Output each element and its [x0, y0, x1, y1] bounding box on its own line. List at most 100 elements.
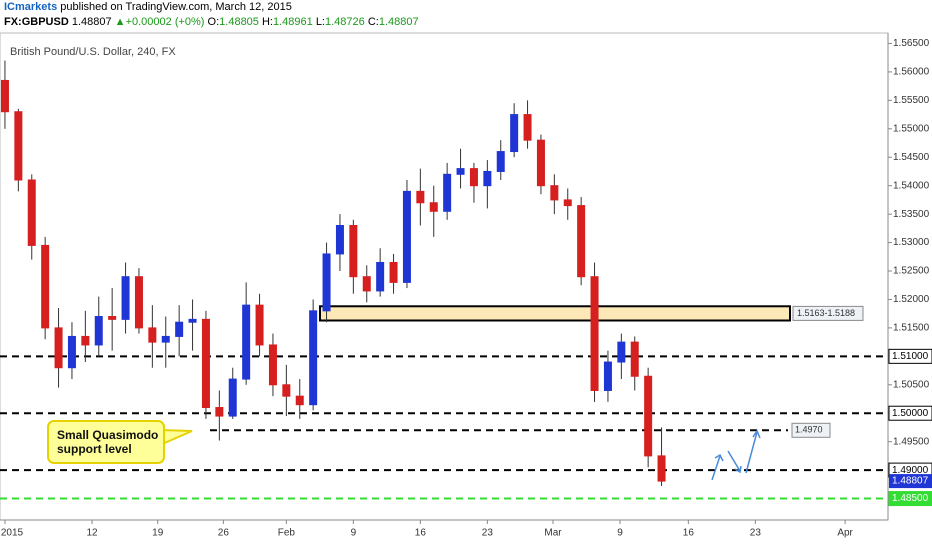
- candle-body: [443, 173, 452, 212]
- candle-body: [175, 321, 184, 337]
- l-label: L:: [315, 16, 325, 28]
- level-label-box: [888, 405, 932, 421]
- y-tick-label: 1.56000: [893, 67, 930, 78]
- arrow: [727, 450, 741, 472]
- candle-body: [536, 139, 545, 187]
- candle: [657, 427, 666, 487]
- candle-body: [644, 375, 653, 457]
- published: published on TradingView.com, March 12, …: [60, 1, 292, 13]
- candle-body: [54, 327, 63, 369]
- y-tick-label: 1.53000: [893, 237, 930, 248]
- c-label: C:: [367, 16, 379, 28]
- y-tick-label: 1.49500: [893, 436, 930, 447]
- candle-body: [215, 407, 224, 417]
- x-tick-label: Mar: [544, 528, 562, 539]
- supply-zone: [319, 305, 791, 322]
- h: 1.48961: [272, 16, 313, 28]
- candle: [282, 364, 291, 417]
- candle: [108, 288, 117, 351]
- l: 1.48726: [325, 16, 365, 28]
- arrow-head: [714, 453, 724, 462]
- y-tick-label: 1.54000: [893, 180, 930, 191]
- x-tick-label: 9: [617, 528, 623, 539]
- candle-body: [349, 225, 358, 278]
- arrow-head: [752, 429, 761, 439]
- symbol: FX:GBPUSD: [4, 16, 69, 28]
- candle: [483, 160, 492, 209]
- candle: [630, 336, 639, 391]
- support-label-box: [791, 422, 831, 438]
- last-price-label: 1.48807: [892, 476, 929, 487]
- candle: [27, 174, 36, 260]
- y-tick-label: 1.54500: [893, 152, 930, 163]
- candle: [429, 185, 438, 237]
- candle-body: [469, 168, 478, 187]
- arrow: [745, 431, 758, 474]
- level-label-box: [888, 491, 932, 507]
- candle-body: [322, 253, 331, 312]
- x-tick-label: 12: [86, 528, 98, 539]
- x-tick-label: 9: [351, 528, 357, 539]
- candle-body: [577, 205, 586, 278]
- header: ICmarkets published on TradingView.com, …: [4, 0, 904, 32]
- candle: [148, 305, 157, 368]
- candle-body: [255, 304, 264, 346]
- chart-title: British Pound/U.S. Dollar, 240, FX: [10, 46, 176, 58]
- y-tick-label: 1.52000: [893, 294, 930, 305]
- candle: [376, 248, 385, 297]
- x-tick-label: 16: [415, 528, 427, 539]
- quote-line: FX:GBPUSD 1.48807 ▲+0.00002 (+0%) O:1.48…: [4, 15, 904, 30]
- candle: [536, 134, 545, 195]
- y-tick-label: 1.56500: [893, 38, 930, 49]
- callout-text: Small Quasimodo: [57, 428, 158, 442]
- zone-label: 1.5163-1.5188: [797, 308, 855, 318]
- candle: [67, 322, 76, 380]
- candle-body: [603, 361, 612, 391]
- c: 1.48807: [378, 16, 419, 28]
- candle-body: [483, 170, 492, 187]
- candle-body: [617, 341, 626, 363]
- candle: [456, 148, 465, 189]
- x-tick-label: 2015: [1, 528, 24, 539]
- candle-body: [295, 395, 304, 406]
- candle: [215, 390, 224, 441]
- candle-body: [630, 341, 639, 377]
- candle-body: [523, 114, 532, 141]
- candle-body: [201, 318, 210, 409]
- candle: [188, 299, 197, 351]
- publisher[interactable]: ICmarkets: [4, 1, 58, 13]
- candle-body: [456, 168, 465, 175]
- candle-body: [188, 318, 197, 323]
- candle: [121, 262, 130, 334]
- candle: [81, 310, 90, 363]
- candle: [201, 310, 210, 419]
- callout-box: [47, 420, 165, 464]
- candle: [550, 174, 559, 215]
- candle: [335, 214, 344, 272]
- change-pct: (+0%): [174, 16, 205, 28]
- candle-body: [416, 190, 425, 204]
- x-tick-label: Apr: [837, 528, 853, 539]
- candle-body: [148, 327, 157, 343]
- x-tick-label: 23: [750, 528, 762, 539]
- candle: [0, 60, 9, 129]
- candle: [268, 333, 277, 397]
- x-tick-label: 19: [152, 528, 164, 539]
- level-label: 1.51000: [892, 351, 929, 362]
- candle: [41, 236, 50, 340]
- candle-body: [134, 276, 143, 329]
- candle: [94, 296, 103, 357]
- callout-text: support level: [57, 442, 132, 456]
- candle-body: [14, 111, 23, 181]
- candle-body: [376, 261, 385, 292]
- candle: [228, 367, 237, 419]
- candle-body: [429, 202, 438, 212]
- x-tick-label: 16: [683, 528, 695, 539]
- zone-label-box: [792, 305, 864, 321]
- candle-body: [268, 344, 277, 386]
- candle: [54, 307, 63, 388]
- candle-body: [496, 151, 505, 172]
- candle: [603, 350, 612, 402]
